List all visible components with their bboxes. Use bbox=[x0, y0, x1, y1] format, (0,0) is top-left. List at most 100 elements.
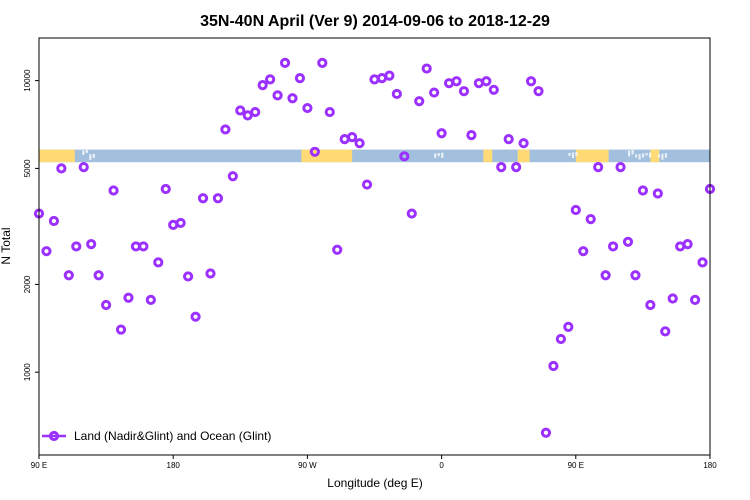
ocean-band bbox=[39, 149, 710, 163]
y-tick-label: 5000 bbox=[23, 159, 32, 177]
data-point bbox=[86, 238, 97, 250]
data-point bbox=[570, 204, 581, 216]
y-tick-label: 1000 bbox=[23, 363, 32, 381]
x-axis-ticks: 90 E 180 90 W 0 90 E 180 bbox=[31, 455, 717, 470]
data-point bbox=[347, 132, 358, 143]
data-point bbox=[451, 76, 462, 87]
data-point bbox=[227, 171, 238, 182]
y-tick-label: 2000 bbox=[23, 275, 32, 293]
data-point bbox=[630, 270, 641, 281]
data-points bbox=[33, 57, 716, 438]
data-point bbox=[593, 162, 604, 173]
data-point bbox=[578, 246, 589, 257]
data-point bbox=[101, 299, 112, 311]
data-point bbox=[145, 294, 156, 305]
data-point bbox=[71, 241, 82, 252]
land-band-segment bbox=[650, 149, 660, 163]
data-point bbox=[667, 293, 678, 304]
data-point bbox=[399, 151, 410, 162]
glint-speck bbox=[648, 152, 652, 158]
data-point bbox=[48, 215, 60, 227]
glint-speck bbox=[664, 153, 668, 158]
land-band-segment bbox=[517, 149, 530, 163]
data-point bbox=[585, 213, 596, 225]
glint-speck bbox=[641, 153, 645, 158]
data-point bbox=[332, 244, 343, 255]
y-axis-label: N Total bbox=[0, 227, 13, 264]
data-point bbox=[197, 193, 209, 204]
data-point bbox=[414, 96, 425, 107]
glint-speck bbox=[82, 150, 85, 156]
x-tick-label: 90 E bbox=[31, 461, 47, 470]
data-point bbox=[555, 333, 566, 345]
glint-speck bbox=[571, 152, 575, 159]
data-point bbox=[384, 70, 395, 81]
land-band-segment bbox=[483, 149, 493, 163]
data-point bbox=[697, 257, 708, 268]
data-point bbox=[525, 76, 537, 87]
data-point bbox=[138, 241, 149, 252]
glint-speck bbox=[434, 153, 437, 159]
data-point bbox=[175, 217, 186, 229]
glint-speck bbox=[441, 152, 444, 159]
legend: Land (Nadir&Glint) and Ocean (Glint) bbox=[42, 429, 271, 443]
land-band-segment bbox=[39, 149, 75, 163]
y-axis-ticks: 1000 2000 5000 10000 bbox=[23, 69, 39, 381]
data-point bbox=[272, 90, 283, 101]
data-point bbox=[250, 106, 261, 118]
data-point bbox=[518, 138, 529, 149]
data-point bbox=[622, 236, 634, 247]
data-point bbox=[361, 179, 373, 190]
x-tick-label: 180 bbox=[703, 461, 717, 470]
glint-speck bbox=[627, 150, 631, 157]
data-point bbox=[324, 106, 335, 118]
data-point bbox=[533, 86, 544, 97]
data-point bbox=[503, 134, 514, 145]
data-point bbox=[153, 257, 164, 268]
x-axis-label: Longitude (deg E) bbox=[327, 476, 422, 490]
data-point bbox=[652, 188, 663, 199]
x-tick-label: 90 E bbox=[568, 461, 584, 470]
data-point bbox=[257, 80, 268, 91]
glint-speck bbox=[657, 154, 661, 158]
data-point bbox=[294, 73, 306, 84]
data-point bbox=[600, 270, 611, 281]
data-point bbox=[309, 146, 320, 157]
data-point bbox=[160, 183, 171, 195]
glint-speck bbox=[575, 151, 578, 157]
y-tick-label: 10000 bbox=[23, 69, 32, 92]
x-tick-label: 90 W bbox=[298, 461, 317, 470]
glint-speck bbox=[89, 154, 92, 161]
glint-speck bbox=[645, 153, 648, 156]
data-point bbox=[279, 57, 291, 69]
data-point bbox=[645, 299, 656, 311]
x-tick-label: 180 bbox=[167, 461, 181, 470]
data-point bbox=[205, 268, 216, 279]
data-point bbox=[481, 76, 492, 87]
data-point bbox=[190, 311, 201, 322]
data-point bbox=[317, 57, 328, 69]
land-band-segment bbox=[301, 149, 353, 163]
data-point bbox=[183, 271, 194, 282]
data-point bbox=[689, 294, 701, 305]
data-point bbox=[466, 130, 477, 141]
data-point bbox=[496, 162, 507, 173]
x-tick-label: 0 bbox=[439, 461, 444, 470]
data-point bbox=[682, 238, 693, 250]
glint-speck bbox=[92, 153, 95, 159]
data-point bbox=[115, 324, 127, 335]
data-point bbox=[63, 270, 74, 281]
data-point bbox=[660, 326, 671, 337]
data-point bbox=[123, 292, 134, 303]
data-point bbox=[287, 93, 298, 104]
data-point bbox=[93, 270, 104, 281]
data-point bbox=[406, 208, 417, 219]
data-point bbox=[391, 88, 402, 100]
data-point bbox=[429, 87, 440, 98]
glint-speck bbox=[85, 149, 88, 154]
data-point bbox=[421, 63, 432, 74]
data-point bbox=[458, 86, 470, 97]
plot-frame bbox=[38, 37, 711, 456]
glint-speck bbox=[631, 150, 634, 155]
